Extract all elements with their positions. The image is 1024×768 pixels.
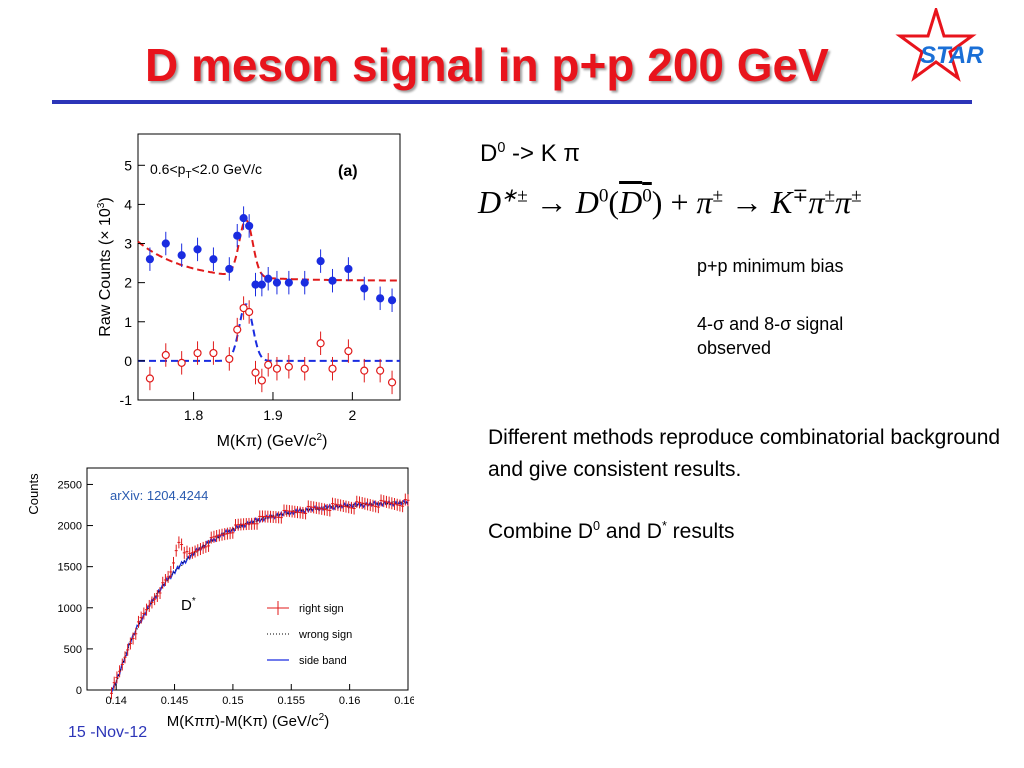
y-tick-label: 2500 bbox=[58, 479, 82, 491]
red-point bbox=[177, 358, 186, 367]
blue-point bbox=[328, 276, 337, 285]
blue-point bbox=[284, 278, 293, 287]
y-tick-label: 1 bbox=[124, 314, 132, 330]
red-point bbox=[300, 364, 309, 373]
y-tick-label: 3 bbox=[124, 236, 132, 252]
x-tick-label: 0.16 bbox=[339, 695, 360, 707]
legend-label: side band bbox=[299, 655, 347, 667]
star-logo-icon bbox=[895, 8, 977, 82]
red-point bbox=[328, 364, 337, 373]
y-tick-label: 2000 bbox=[58, 521, 82, 533]
star-logo-text: STAR bbox=[920, 42, 984, 69]
blue-point bbox=[209, 255, 218, 264]
blue-point bbox=[239, 214, 248, 223]
red-point bbox=[239, 303, 248, 313]
red-point bbox=[209, 348, 218, 358]
slide-title: D meson signal in p+p 200 GeV bbox=[145, 39, 829, 91]
red-point bbox=[225, 354, 234, 364]
y-tick-label: 5 bbox=[124, 157, 132, 173]
legend: right sign wrong sign side band bbox=[267, 601, 352, 667]
methods-text: Different methods reproduce combinatoria… bbox=[488, 426, 1001, 481]
x-tick-label: 0.145 bbox=[161, 695, 189, 707]
arxiv-annotation: arXiv: 1204.4244 bbox=[110, 488, 208, 503]
y-tick-label: 1000 bbox=[58, 603, 82, 615]
y-axis-label: Raw Counts (× 103) bbox=[96, 197, 114, 336]
x-tick-label: 2 bbox=[348, 407, 356, 423]
d0-decay-text: D0 -> K π bbox=[480, 140, 580, 167]
x-tick-label: 1.8 bbox=[184, 407, 204, 423]
red-point bbox=[344, 347, 353, 356]
red-point bbox=[245, 307, 254, 317]
mass-difference-plot: arXiv: 1204.4244 D* 05001000150020002500… bbox=[26, 467, 414, 730]
sigma-line-2: observed bbox=[697, 338, 772, 358]
x-tick-label: 0.165 bbox=[394, 695, 414, 707]
red-point bbox=[145, 374, 155, 383]
sigma-line-1: 4-σ and 8-σ signal bbox=[697, 314, 844, 334]
blue-point bbox=[233, 231, 242, 240]
legend-label: wrong sign bbox=[298, 629, 352, 641]
red-point bbox=[272, 364, 282, 373]
y-tick-label: 1500 bbox=[58, 562, 82, 574]
series-curves bbox=[110, 493, 410, 700]
axis-ticks: 0 500 1000 1500 2000 2500 0.14 0.145 0.15 0.155 0.… bbox=[58, 479, 414, 707]
x-tick-label: 0.155 bbox=[278, 695, 306, 707]
red-point bbox=[376, 366, 385, 375]
minbias-text: p+p minimum bias bbox=[697, 256, 844, 276]
legend-label: right sign bbox=[299, 603, 344, 615]
pt-range-annotation: 0.6<pT<2.0 GeV/c bbox=[150, 161, 262, 181]
x-tick-label: 0.14 bbox=[105, 695, 126, 707]
combine-text: Combine D0 and D* results bbox=[488, 519, 735, 543]
x-tick-label: 1.9 bbox=[263, 407, 283, 423]
blue-point bbox=[225, 264, 234, 274]
blue-point bbox=[161, 239, 170, 248]
dstar-decay-equation: D∗± → D0(D0) + π± → K∓π±π± bbox=[478, 184, 862, 220]
red-point bbox=[264, 360, 273, 369]
red-point bbox=[257, 376, 266, 385]
blue-point bbox=[264, 274, 273, 283]
invariant-mass-plot: 0.6<pT<2.0 GeV/c (a) -1 0 1 2 3 4 5 1.8 1.9 2 M(K… bbox=[96, 133, 401, 450]
x-axis-label: M(Kπ) (GeV/c2) bbox=[217, 432, 328, 450]
y-tick-label: 2 bbox=[124, 275, 132, 291]
red-point bbox=[387, 378, 397, 387]
blue-point bbox=[316, 257, 325, 266]
slide-date: 15 -Nov-12 bbox=[68, 724, 148, 741]
blue-point bbox=[177, 251, 186, 260]
sigma-text: 4-σ and 8-σ signal observed bbox=[697, 312, 843, 360]
y-axis-label: Counts bbox=[26, 473, 41, 515]
blue-point bbox=[376, 294, 385, 303]
red-point bbox=[251, 368, 260, 377]
red-point bbox=[284, 362, 293, 371]
y-tick-label: 500 bbox=[64, 644, 82, 656]
data-points bbox=[145, 206, 397, 395]
title-divider bbox=[52, 100, 972, 104]
y-tick-label: 0 bbox=[76, 685, 82, 697]
blue-point bbox=[360, 284, 369, 293]
red-point bbox=[233, 325, 242, 334]
x-axis-label: M(Kππ)-M(Kπ) (GeV/c2) bbox=[167, 712, 329, 730]
blue-point bbox=[344, 264, 353, 274]
blue-fit-curve bbox=[138, 303, 400, 362]
red-point bbox=[161, 350, 170, 360]
red-point bbox=[316, 339, 325, 348]
blue-point bbox=[387, 296, 397, 305]
blue-point bbox=[272, 278, 282, 287]
blue-point bbox=[300, 278, 309, 287]
blue-point bbox=[145, 255, 155, 264]
red-point bbox=[360, 366, 369, 375]
y-tick-label: 4 bbox=[124, 196, 132, 212]
panel-label: (a) bbox=[338, 163, 358, 180]
y-tick-label: 0 bbox=[124, 353, 132, 369]
blue-point bbox=[257, 280, 266, 289]
blue-point bbox=[245, 221, 254, 231]
axis-ticks: -1 0 1 2 3 4 5 1.8 1.9 2 bbox=[120, 157, 357, 423]
red-point bbox=[193, 348, 202, 358]
blue-point bbox=[193, 245, 202, 254]
y-tick-label: -1 bbox=[120, 392, 133, 408]
x-tick-label: 0.15 bbox=[222, 695, 243, 707]
